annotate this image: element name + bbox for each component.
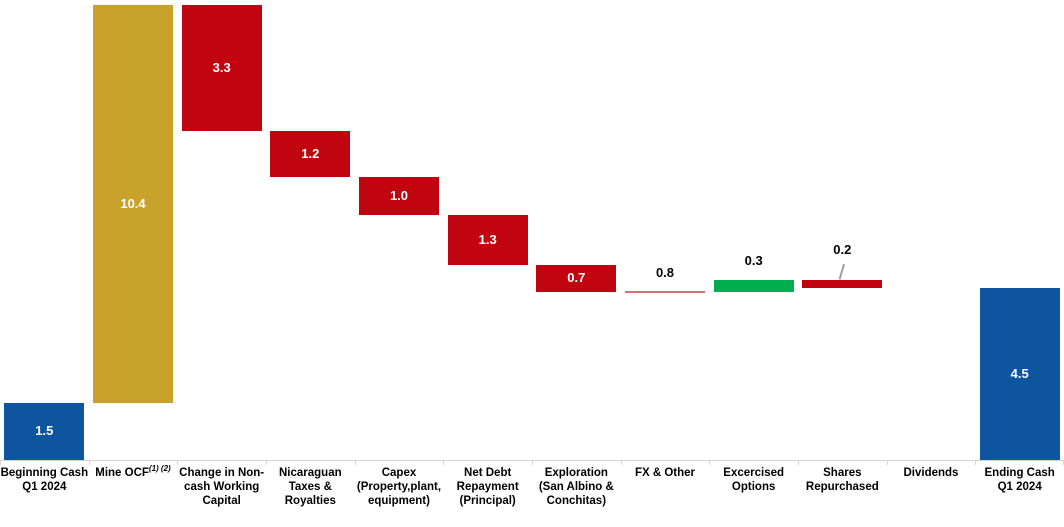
axis-tick — [266, 460, 267, 465]
waterfall-bar — [93, 5, 173, 403]
fx-other-zero-height-bar — [625, 290, 705, 293]
axis-tick — [355, 460, 356, 465]
axis-tick — [89, 460, 90, 465]
bar-value-label: 3.3 — [212, 60, 231, 76]
waterfall-bar — [359, 177, 439, 216]
category-label: Exploration (San Albino & Conchitas) — [538, 467, 614, 507]
category-label: Dividends — [903, 467, 959, 479]
axis-tick — [709, 460, 710, 465]
footnote-superscript: (1) (2) — [148, 464, 171, 474]
axis-tick — [177, 460, 178, 465]
waterfall-bar — [4, 402, 85, 460]
waterfall-bar — [536, 265, 617, 292]
category-label: Capex (Property,plant, equipment) — [356, 467, 442, 507]
category-label: Change in Non-cash Working Capital — [179, 467, 265, 507]
axis-tick — [975, 460, 976, 465]
bar-value-label: 1.3 — [478, 232, 497, 248]
waterfall-bar — [181, 5, 262, 132]
axis-tick — [443, 460, 444, 465]
bar-value-label: 0.8 — [655, 264, 675, 280]
bar-value-label: 0.7 — [567, 270, 586, 286]
category-label: Nicaraguan Taxes & Royalties — [279, 467, 342, 507]
category-label: Mine OCF(1) (2) — [95, 464, 171, 479]
axis-tick — [0, 460, 1, 465]
bar-value-label: 0.2 — [833, 242, 852, 258]
category-label: FX & Other — [634, 467, 696, 479]
axis-tick — [621, 460, 622, 465]
axis-tick — [798, 460, 799, 465]
bar-value-label: 10.4 — [120, 195, 146, 211]
category-label: Excercised Options — [723, 467, 785, 493]
bar-value-label: 1.5 — [35, 423, 54, 439]
category-label: Net Debt Repayment (Principal) — [456, 467, 519, 507]
bar-value-label: 4.5 — [1010, 365, 1029, 381]
category-label: Ending Cash Q1 2024 — [984, 467, 1055, 493]
waterfall-bar — [447, 215, 528, 265]
bar-value-label: 1.0 — [389, 188, 409, 204]
axis-tick — [532, 460, 533, 465]
waterfall-bar — [270, 131, 351, 178]
bar-value-label: 0.3 — [744, 253, 763, 269]
waterfall-bar — [979, 287, 1060, 460]
category-label: Shares Repurchased — [805, 467, 879, 493]
axis-tick — [887, 460, 888, 465]
waterfall-bar — [802, 280, 883, 288]
category-label: Beginning Cash Q1 2024 — [0, 467, 89, 493]
value-label-leader-line — [838, 264, 845, 280]
bar-value-label: 1.2 — [301, 146, 320, 162]
waterfall-bar — [713, 280, 794, 292]
